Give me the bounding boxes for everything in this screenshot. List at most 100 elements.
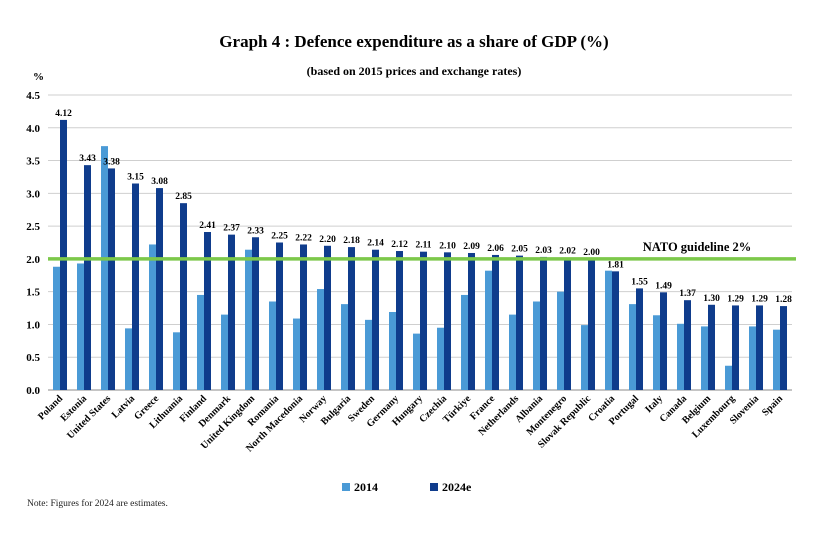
data-label-2024e: 2.00 <box>583 248 600 258</box>
bar-2024e <box>732 305 739 390</box>
legend-label: 2024e <box>442 480 472 494</box>
bar-2024e <box>276 242 283 390</box>
bar-2024e <box>588 258 595 390</box>
x-category-label: Spain <box>760 393 785 418</box>
y-tick-label: 1.0 <box>26 319 40 331</box>
bar-2014 <box>149 244 156 390</box>
data-label-2024e: 2.85 <box>175 192 192 202</box>
bar-2014 <box>197 294 204 390</box>
y-tick-label: 3.0 <box>26 188 40 200</box>
bar-2014 <box>341 304 348 390</box>
nato-guideline: NATO guideline 2% <box>48 240 796 261</box>
data-label-2024e: 2.06 <box>487 244 504 254</box>
bar-2024e <box>132 183 139 390</box>
data-label-2024e: 2.05 <box>511 245 528 255</box>
bar-2024e <box>204 232 211 390</box>
data-label-2024e: 1.49 <box>655 281 672 291</box>
bar-2014 <box>533 301 540 390</box>
data-label-2024e: 3.38 <box>103 157 120 167</box>
data-label-2024e: 2.14 <box>367 239 384 249</box>
bar-2024e <box>396 251 403 390</box>
data-label-2024e: 2.09 <box>463 242 480 252</box>
data-label-2024e: 2.11 <box>415 241 431 251</box>
bar-2024e <box>660 292 667 390</box>
bar-2014 <box>389 311 396 390</box>
bar-2014 <box>245 249 252 390</box>
data-label-2024e: 2.37 <box>223 224 240 234</box>
bar-2024e <box>84 165 91 390</box>
bar-2024e <box>156 188 163 390</box>
bar-2014 <box>581 325 588 390</box>
bar-2014 <box>413 333 420 390</box>
bar-2014 <box>653 315 660 390</box>
y-tick-label: 0.5 <box>26 352 40 364</box>
nato-guideline-label: NATO guideline 2% <box>643 240 752 254</box>
bar-2014 <box>53 266 60 390</box>
data-label-2024e: 1.30 <box>703 294 720 304</box>
y-tick-label: 1.5 <box>26 287 40 299</box>
bar-2024e <box>684 300 691 390</box>
bar-2024e <box>564 257 571 390</box>
data-label-2024e: 3.43 <box>79 154 96 164</box>
bar-2014 <box>725 365 732 390</box>
bar-2014 <box>293 318 300 390</box>
data-label-2024e: 2.10 <box>439 241 456 251</box>
data-label-2024e: 1.28 <box>775 295 792 305</box>
bar-2024e <box>324 245 331 390</box>
data-label-2024e: 2.18 <box>343 236 360 246</box>
x-category-label: Latvia <box>110 393 137 420</box>
bar-2024e <box>612 271 619 390</box>
data-label-2024e: 2.41 <box>199 221 216 231</box>
bar-2014 <box>557 291 564 390</box>
data-label-2024e: 2.33 <box>247 226 264 236</box>
bar-2024e <box>228 234 235 390</box>
y-tick-label: 2.5 <box>26 221 40 233</box>
bar-2014 <box>773 329 780 390</box>
bar-2014 <box>77 263 84 390</box>
bar-2014 <box>605 270 612 390</box>
bar-2024e <box>708 304 715 390</box>
bar-2024e <box>780 306 787 390</box>
data-label-2024e: 1.37 <box>679 289 696 299</box>
legend-swatch <box>342 483 350 491</box>
data-label-2024e: 2.25 <box>271 232 288 242</box>
data-label-2024e: 2.12 <box>391 240 408 250</box>
data-label-2024e: 1.29 <box>727 294 744 304</box>
bar-2014 <box>101 146 108 390</box>
chart-subtitle: (based on 2015 prices and exchange rates… <box>307 64 522 78</box>
bar-2014 <box>269 301 276 390</box>
bar-2014 <box>509 314 516 390</box>
data-label-2024e: 4.12 <box>55 109 72 119</box>
bar-2024e <box>420 251 427 390</box>
bar-2024e <box>516 255 523 390</box>
y-tick-label: 3.5 <box>26 156 40 168</box>
bar-2024e <box>540 256 547 390</box>
bar-2014 <box>317 289 324 390</box>
bar-2014 <box>461 294 468 390</box>
legend-swatch <box>430 483 438 491</box>
bar-2014 <box>749 326 756 390</box>
bar-2024e <box>252 237 259 390</box>
bar-2014 <box>485 270 492 390</box>
bar-2014 <box>125 328 132 390</box>
bar-2024e <box>444 252 451 390</box>
footnote: Note: Figures for 2024 are estimates. <box>27 499 168 509</box>
bar-2024e <box>300 244 307 390</box>
legend: 2014 2024e <box>342 480 472 494</box>
legend-label: 2014 <box>354 480 378 494</box>
bars <box>53 119 787 391</box>
y-tick-label: 4.0 <box>26 123 40 135</box>
x-category-label: Türkiye <box>441 393 474 426</box>
bar-2014 <box>677 323 684 390</box>
data-label-2024e: 2.03 <box>535 246 552 256</box>
y-tick-label: 0.0 <box>26 385 40 397</box>
bar-2024e <box>108 168 115 390</box>
bar-2024e <box>348 247 355 390</box>
bar-2014 <box>221 314 228 390</box>
data-labels: 4.12 3.43 3.38 3.15 3.08 2.85 2.41 2.37 2.33 2.25… <box>55 109 792 305</box>
bar-2014 <box>173 332 180 390</box>
bar-2024e <box>180 203 187 390</box>
data-label-2024e: 1.55 <box>631 277 648 287</box>
bar-2024e <box>60 119 67 391</box>
